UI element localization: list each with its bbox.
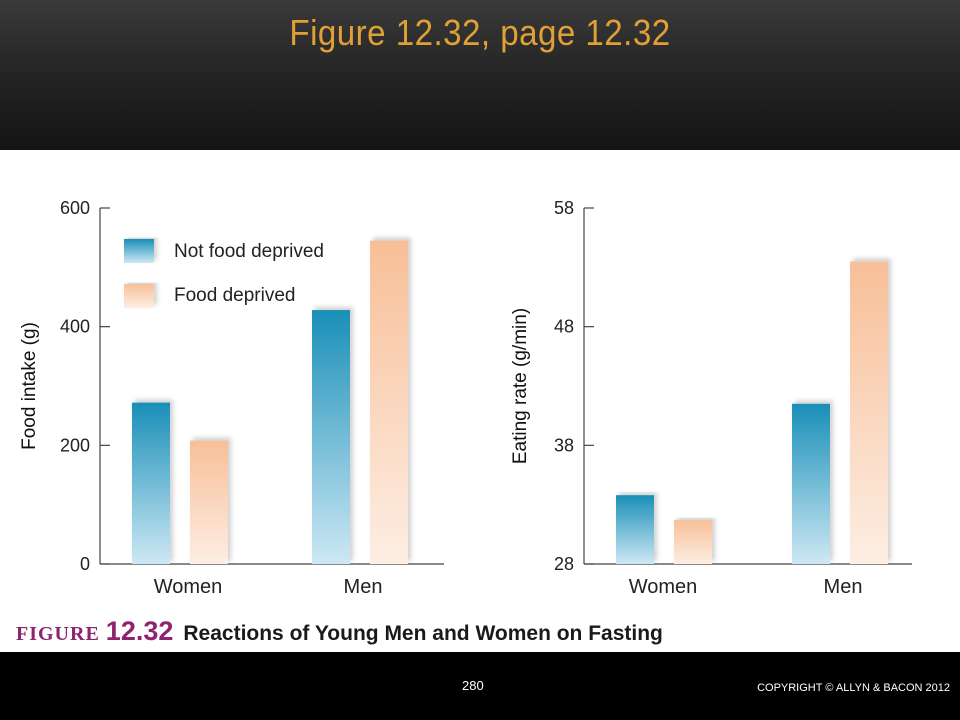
charts-svg: 0 200 400 600 Women Men Food intake (g) Not … <box>19 198 912 598</box>
legend-label-food-deprived: Food deprived <box>174 285 295 306</box>
figure-caption: FIGURE 12.32 Reactions of Young Men and Wo… <box>16 616 663 647</box>
eating-rate-bar-men-not-food-deprived <box>792 403 830 564</box>
eating-rate-bar-women-not-food-deprived <box>616 495 654 564</box>
food-intake-bar-men-not-food-deprived <box>312 310 350 564</box>
slide-footer: 280 COPYRIGHT © ALLYN & BACON 2012 <box>0 652 960 720</box>
eating-rate-category-label-women: Women <box>629 576 698 598</box>
food-intake-y-tick-label: 600 <box>60 198 90 218</box>
eating-rate-y-tick-label: 48 <box>554 317 574 337</box>
caption-text: Reactions of Young Men and Women on Fast… <box>183 622 663 645</box>
eating-rate-y-tick-label: 58 <box>554 198 574 218</box>
eating-rate-category-label-men: Men <box>824 576 863 598</box>
food-intake-y-tick-label: 0 <box>80 554 90 574</box>
food-intake-bar-women-food-deprived <box>190 440 228 564</box>
eating-rate-bar-women-food-deprived <box>674 520 712 564</box>
food-intake-y-tick-label: 200 <box>60 435 90 455</box>
eating-rate-bar-men-food-deprived <box>850 261 888 564</box>
slide-title: Figure 12.32, page 12.32 <box>289 12 671 53</box>
food-intake-category-label-men: Men <box>344 576 383 598</box>
eating-rate-y-tick-label: 28 <box>554 554 574 574</box>
food-intake-bar-men-food-deprived <box>370 240 408 564</box>
page-number: 280 <box>462 678 484 693</box>
caption-figure-number: 12.32 <box>105 616 174 646</box>
chart-legend: Not food deprived Food deprived <box>124 239 324 308</box>
food-intake-bar-women-not-food-deprived <box>132 402 170 564</box>
caption-figure-word: FIGURE <box>16 623 100 645</box>
legend-swatch-not-food-deprived <box>124 239 154 263</box>
legend-swatch-food-deprived <box>124 284 154 308</box>
food-intake-y-axis-title: Food intake (g) <box>19 322 40 450</box>
slide-header: Figure 12.32, page 12.32 <box>0 0 960 150</box>
copyright-notice: COPYRIGHT © ALLYN & BACON 2012 <box>757 682 950 694</box>
eating-rate-chart: 28 38 48 58 Women Men Eating rate (g/min) <box>510 198 912 598</box>
eating-rate-y-axis-title: Eating rate (g/min) <box>510 308 531 464</box>
food-intake-category-label-women: Women <box>154 576 223 598</box>
food-intake-y-tick-label: 400 <box>60 317 90 337</box>
eating-rate-y-tick-label: 38 <box>554 435 574 455</box>
figure-area: 0 200 400 600 Women Men Food intake (g) Not … <box>0 150 960 652</box>
food-intake-chart: 0 200 400 600 Women Men Food intake (g) Not … <box>19 198 444 598</box>
legend-label-not-food-deprived: Not food deprived <box>174 241 324 262</box>
